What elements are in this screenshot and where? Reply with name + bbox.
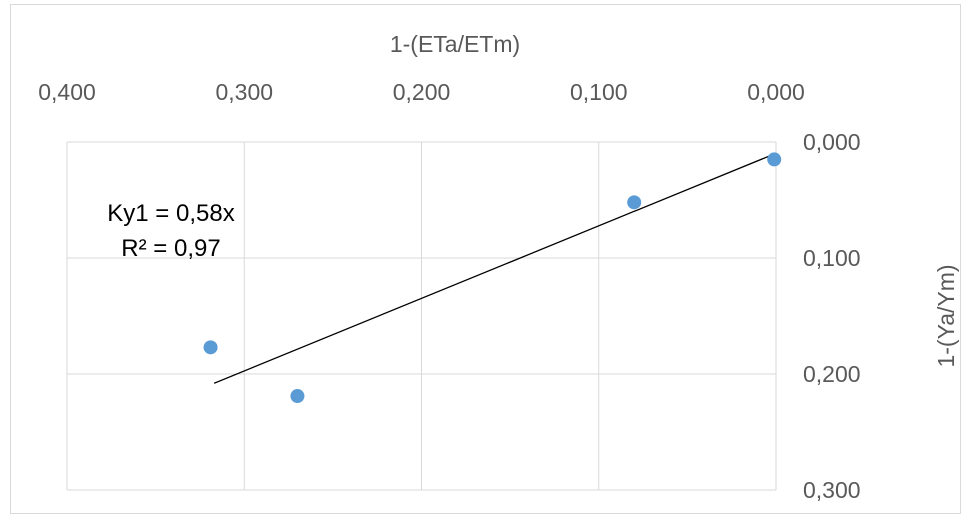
x-tick-label: 0,100 — [570, 79, 628, 105]
x-tick-label: 0,200 — [393, 79, 451, 105]
x-tick-label: 0,300 — [215, 79, 273, 105]
chart-area — [10, 4, 961, 514]
y-axis-ticks: 0,000 0,100 0,200 0,300 — [803, 129, 861, 503]
data-points — [203, 152, 782, 404]
x-tick-label: 0,400 — [38, 79, 96, 105]
y-tick-label: 0,100 — [803, 245, 861, 271]
data-point — [767, 152, 782, 167]
x-axis-ticks: 0,400 0,300 0,200 0,100 0,000 — [38, 79, 805, 105]
trendline — [213, 154, 773, 384]
y-tick-label: 0,000 — [803, 129, 861, 155]
regression-equation: Ky1 = 0,58x — [107, 200, 234, 227]
x-tick-label: 0,000 — [747, 79, 805, 105]
y-axis-title: 1-(Ya/Ym) — [933, 264, 959, 367]
y-tick-label: 0,200 — [803, 361, 861, 387]
data-point — [627, 195, 642, 210]
r-squared-label: R² = 0,97 — [121, 235, 220, 262]
grid-lines — [66, 141, 777, 491]
data-point — [290, 389, 305, 404]
data-point — [203, 340, 218, 355]
x-axis-title: 1-(ETa/ETm) — [390, 31, 520, 57]
y-tick-label: 0,300 — [803, 477, 861, 503]
